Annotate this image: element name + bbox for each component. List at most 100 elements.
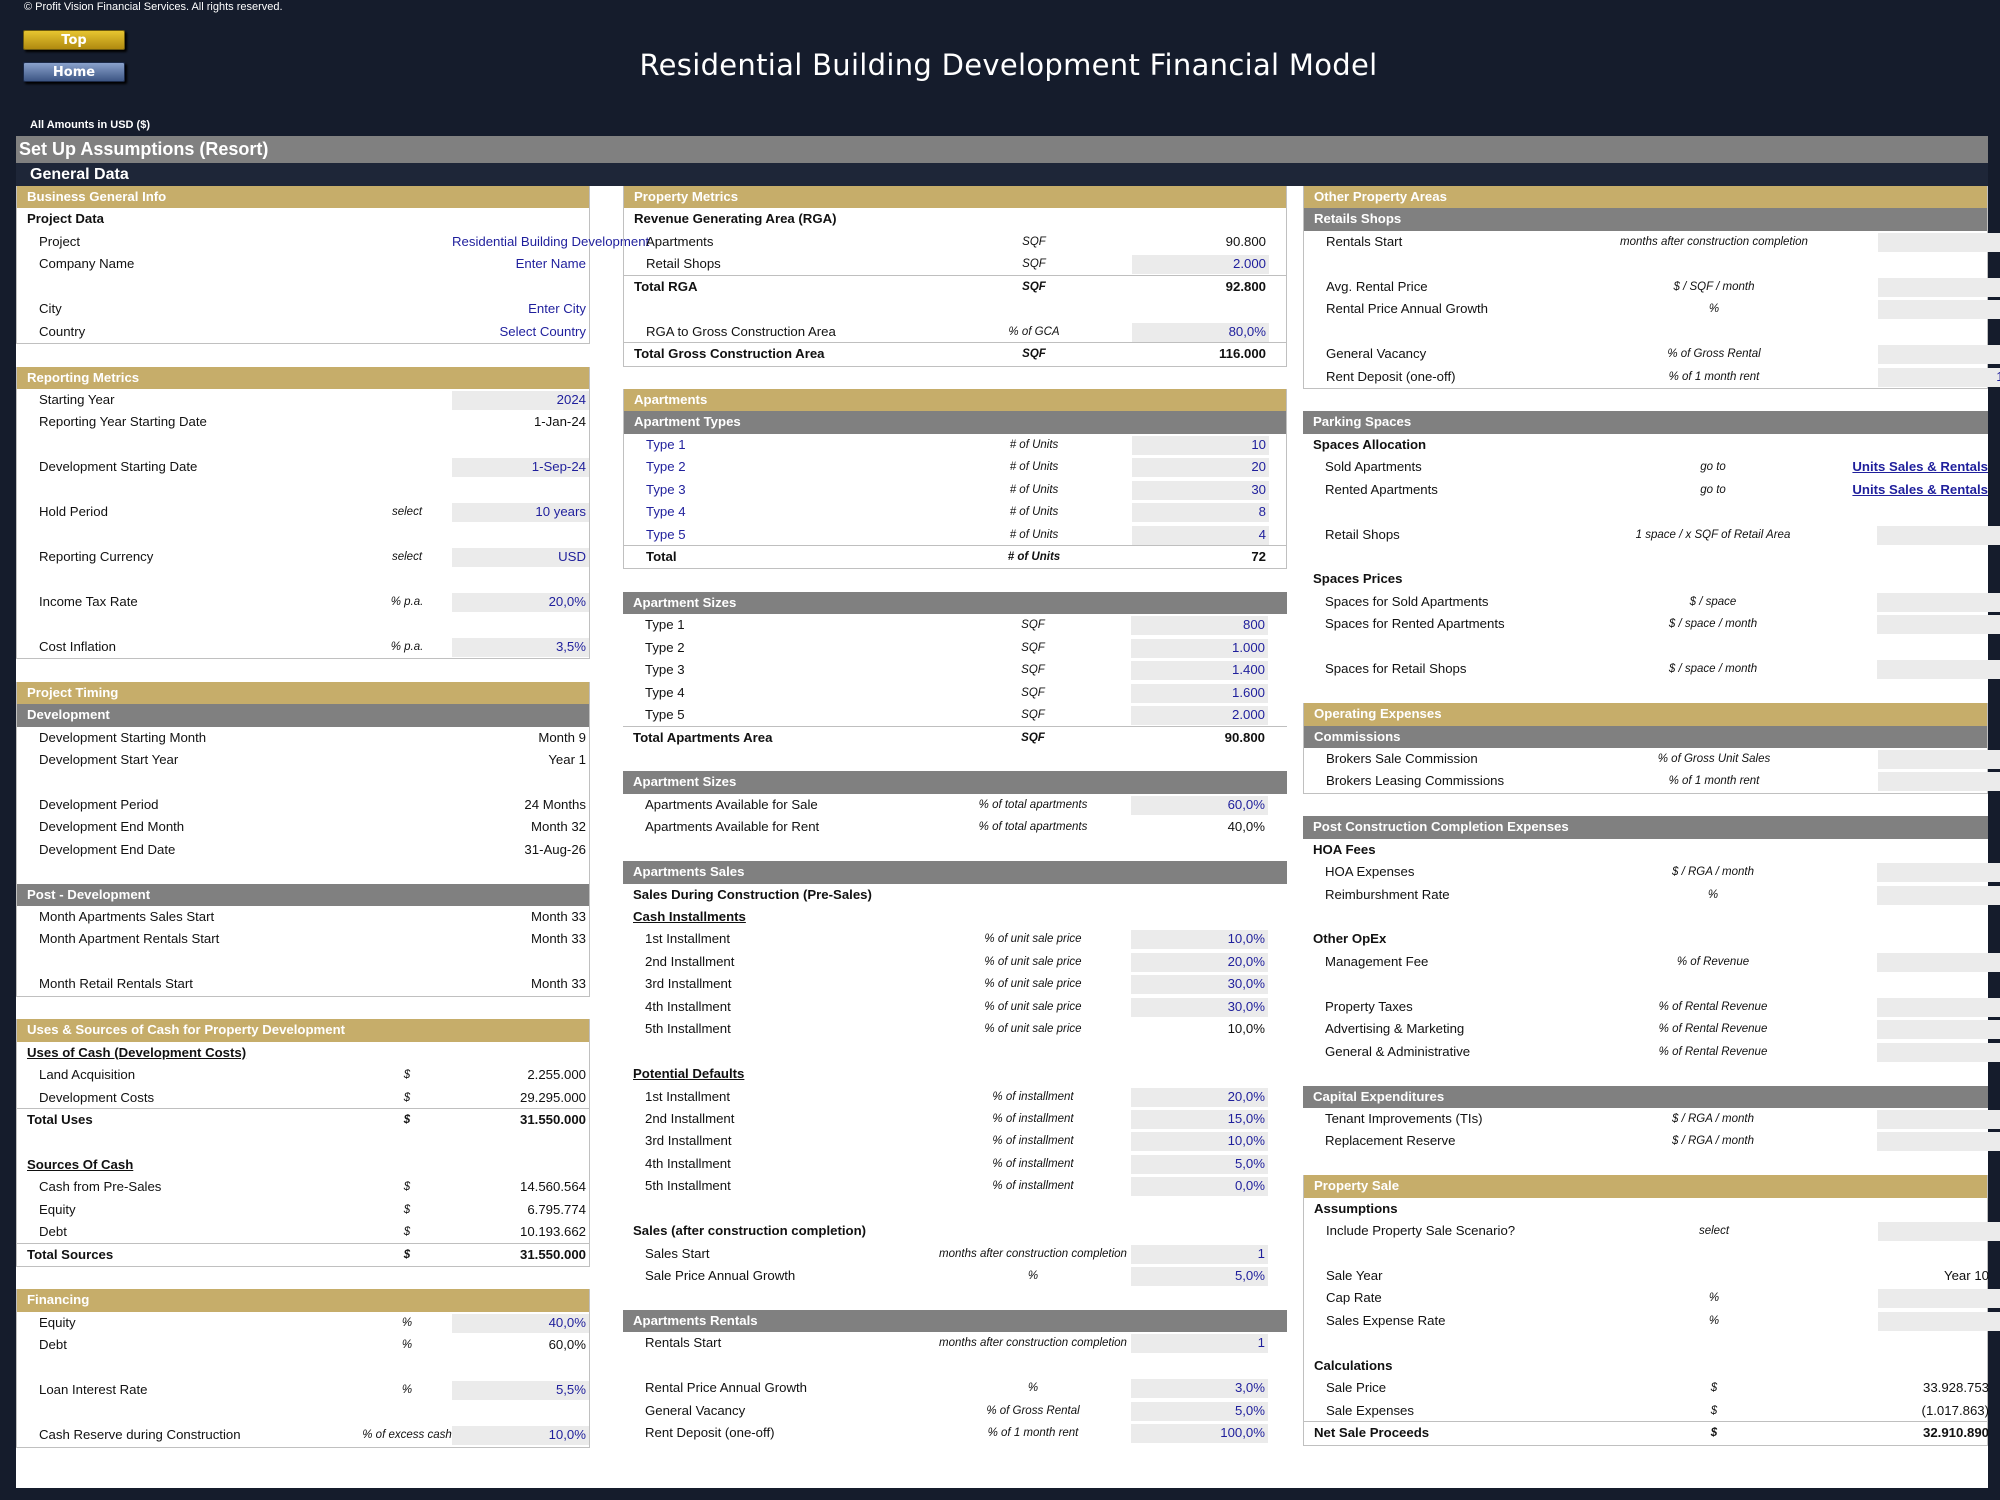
input-cell[interactable]: 0,0% xyxy=(1131,1177,1268,1197)
input-cell[interactable]: 30 xyxy=(1132,480,1269,500)
input-cell[interactable]: 8 xyxy=(1132,503,1269,523)
row-unit: # of Units xyxy=(1009,438,1059,451)
input-cell[interactable]: 100,0% xyxy=(1878,367,2000,387)
row-label: Cash Installments xyxy=(633,909,746,924)
top-button[interactable]: Top xyxy=(23,30,125,50)
row-label: HOA Fees xyxy=(1313,841,1376,857)
input-cell[interactable]: 4 xyxy=(1132,525,1269,545)
input-cell[interactable]: 5,0% xyxy=(1877,1020,2000,1040)
row-label: Other Property Areas xyxy=(1314,189,1447,204)
input-cell[interactable]: 30,0% xyxy=(1131,997,1268,1017)
input-cell[interactable]: 80,0 xyxy=(1878,277,2000,297)
row-unit: % of Rental Revenue xyxy=(1658,1000,1768,1013)
row-label: Retail Shops xyxy=(1325,526,1400,542)
input-cell[interactable]: 10,0% xyxy=(452,1426,589,1446)
input-cell[interactable]: 3,0% xyxy=(1131,1379,1268,1399)
input-cell[interactable]: 0,30 xyxy=(1877,863,2000,883)
row-retail-shops: Retail Shops SQF 2.000 xyxy=(624,253,1286,276)
input-cell[interactable]: 1 xyxy=(1878,232,2000,252)
input-cell[interactable]: 5,0% xyxy=(1131,1154,1268,1174)
input-cell[interactable]: 0,10 xyxy=(1877,1132,2000,1152)
row-label: Rental Price Annual Growth xyxy=(645,1380,807,1396)
input-cell[interactable]: 1.400 xyxy=(1131,661,1268,681)
row-unit: $ xyxy=(403,1226,411,1239)
input-cell[interactable]: 800 xyxy=(1131,616,1268,636)
row-label: Property Metrics xyxy=(634,189,739,204)
blank-row xyxy=(17,1357,589,1379)
row-avg-rental-price: Avg. Rental Price $ / SQF / month 80,0 xyxy=(1304,276,2000,298)
input-cell[interactable]: 3,5% xyxy=(452,637,589,657)
input-cell[interactable]: 20 xyxy=(1132,458,1269,478)
input-cell[interactable]: 90,0% xyxy=(1877,885,2000,905)
section-header-retails-shops: Retails Shops xyxy=(1304,208,1987,231)
input-cell[interactable]: 2,0% xyxy=(1877,952,2000,972)
home-button[interactable]: Home xyxy=(23,62,125,82)
input-cell[interactable]: 60,0% xyxy=(1131,795,1268,815)
input-cell[interactable]: USD xyxy=(452,548,589,567)
input-cell[interactable]: 50,0% xyxy=(1878,772,2000,792)
input-cell[interactable]: 20,0% xyxy=(452,592,589,612)
input-cell[interactable]: 1.000 xyxy=(1131,638,1268,658)
row-label: 4th Installment xyxy=(645,998,731,1014)
input-cell[interactable]: Yes xyxy=(1878,1222,2000,1242)
blank-row xyxy=(1303,973,1988,995)
input-cell[interactable]: 20,0% xyxy=(1131,952,1268,972)
input-cell[interactable]: 5,0% xyxy=(1131,1401,1268,1421)
blank-row xyxy=(1303,906,1988,928)
input-cell[interactable]: 2.000 xyxy=(1131,706,1268,726)
row-label: Sale Expenses xyxy=(1326,1402,1414,1418)
row-unit: go to xyxy=(1700,461,1726,474)
input-cell[interactable]: 3,0% xyxy=(1878,300,2000,320)
value-cell: 90.800 xyxy=(1224,729,1265,745)
navigation-link[interactable]: Units Sales & Rentals xyxy=(1852,481,1988,497)
row-unit: select xyxy=(391,551,423,563)
panel-uses-sources-of-cash-for-property-development: Uses & Sources of Cash for Property Deve… xyxy=(16,1019,590,1267)
input-cell[interactable]: 0,30 xyxy=(1877,1109,2000,1129)
input-cell[interactable]: 1.600 xyxy=(1131,683,1268,703)
input-cell[interactable]: 500 xyxy=(1877,660,2000,680)
input-cell[interactable]: 1 xyxy=(1131,1244,1268,1264)
input-cell[interactable]: 40,0% xyxy=(452,1313,589,1333)
input-cell[interactable]: 20,0% xyxy=(1131,1087,1268,1107)
section-header-post-construction-completion-expenses: Post Construction Completion Expenses xyxy=(1303,816,1988,839)
input-cell[interactable]: 5,0% xyxy=(1131,1267,1268,1286)
input-cell[interactable]: 1 xyxy=(1131,1334,1268,1354)
input-cell[interactable]: 10 years xyxy=(452,503,589,523)
input-cell[interactable]: 10,0% xyxy=(1131,930,1268,950)
input-cell[interactable]: 15,0% xyxy=(1877,1042,2000,1062)
input-cell[interactable]: 7,0% xyxy=(1878,345,2000,365)
input-cell[interactable]: 10,0% xyxy=(1131,1132,1268,1152)
row-unit: $ xyxy=(403,1069,411,1082)
input-cell[interactable]: 6,0% xyxy=(1878,1289,2000,1309)
row-apartments: Apartments SQF 90.800 xyxy=(624,231,1286,253)
input-cell[interactable]: 4,0% xyxy=(1878,749,2000,769)
navigation-link[interactable]: Units Sales & Rentals xyxy=(1852,459,1988,475)
panel-project-timing: Project Timing Development Development Sta… xyxy=(16,681,590,997)
row-label: Sales During Construction (Pre-Sales) xyxy=(633,886,872,902)
section-header-development: Development xyxy=(17,704,589,727)
input-cell[interactable]: 10 xyxy=(1132,435,1269,455)
blank-row xyxy=(17,479,589,501)
input-cell[interactable]: 400 xyxy=(1877,525,2000,545)
input-cell[interactable]: 15.000 xyxy=(1877,592,2000,612)
input-cell[interactable]: 10,0% xyxy=(1877,997,2000,1017)
row-unit: % xyxy=(401,1384,413,1397)
row-revenue-generating-area-rga: Revenue Generating Area (RGA) xyxy=(624,208,1286,230)
input-cell[interactable]: 2024 xyxy=(452,390,589,410)
input-cell[interactable]: 15,0% xyxy=(1131,1109,1268,1129)
page-title: Residential Building Development Financi… xyxy=(639,48,1378,82)
blank-row xyxy=(1304,253,1987,275)
row-unit: months after construction completion xyxy=(939,1247,1127,1260)
input-cell[interactable]: 80,0% xyxy=(1132,322,1269,342)
row-label: Spaces for Retail Shops xyxy=(1325,661,1467,677)
row-label: Avg. Rental Price xyxy=(1326,278,1428,294)
input-cell[interactable]: 2.000 xyxy=(1132,255,1269,275)
input-cell[interactable]: 30,0% xyxy=(1131,975,1268,995)
spacer xyxy=(1303,794,1988,816)
blank-row xyxy=(17,1131,589,1153)
input-cell[interactable]: 100 xyxy=(1877,615,2000,635)
input-cell[interactable]: 1-Sep-24 xyxy=(452,458,589,478)
input-cell[interactable]: 100,0% xyxy=(1131,1424,1268,1444)
input-cell[interactable]: 3,0% xyxy=(1878,1311,2000,1331)
input-cell[interactable]: 5,5% xyxy=(452,1381,589,1401)
